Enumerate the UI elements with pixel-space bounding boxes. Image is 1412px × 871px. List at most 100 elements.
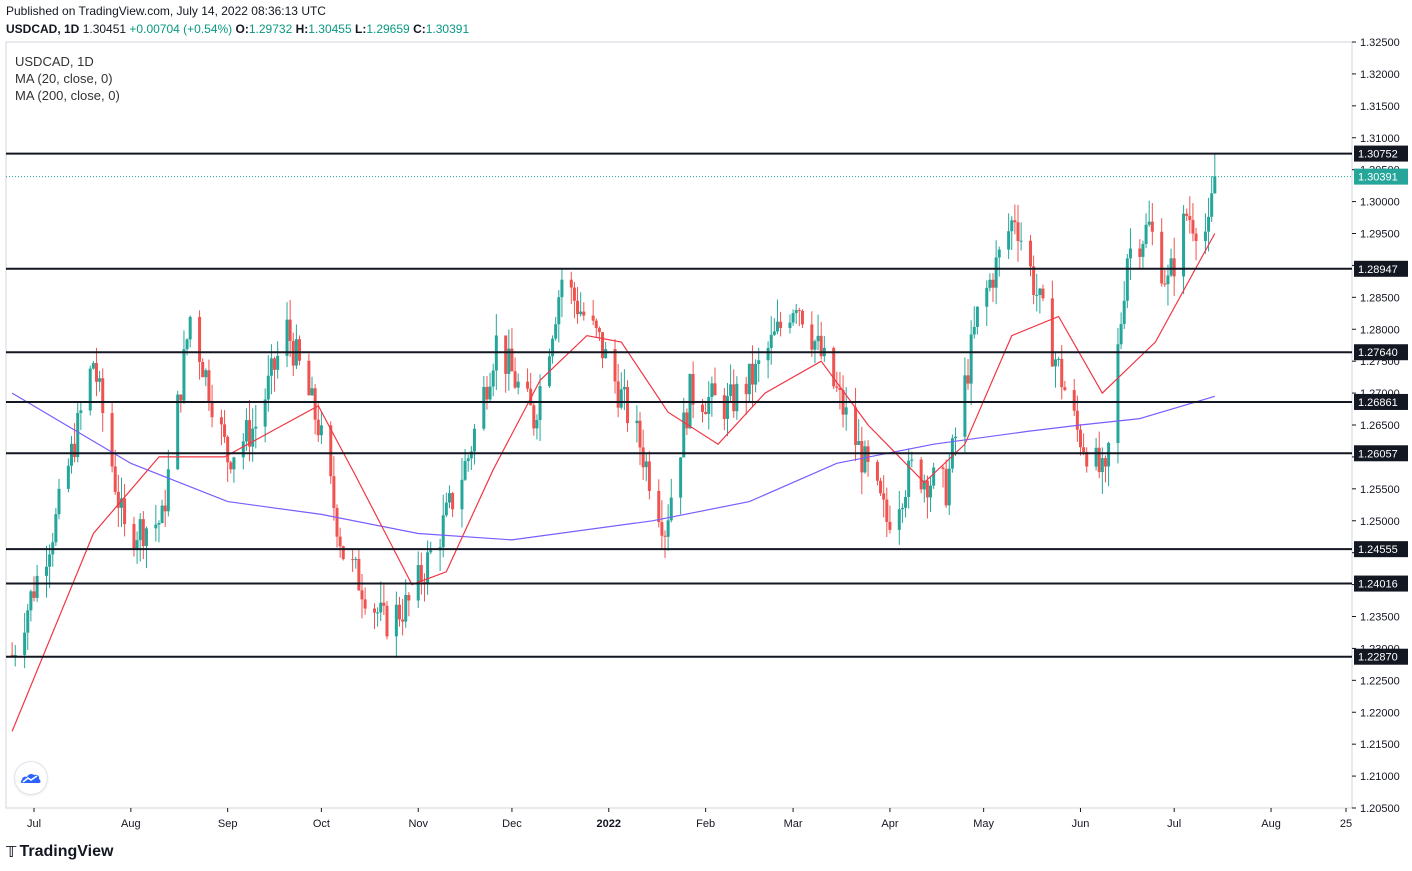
level-label: 1.28947 xyxy=(1358,264,1398,276)
x-tick-label: May xyxy=(973,818,994,830)
candle-body xyxy=(504,335,508,374)
candle-body xyxy=(354,558,358,560)
candle-body xyxy=(447,493,451,503)
low-value: 1.29659 xyxy=(366,22,410,36)
candle-body xyxy=(551,338,555,357)
plot-frame xyxy=(5,41,1353,809)
candle-body xyxy=(744,383,748,395)
candle-body xyxy=(298,339,302,361)
candle-body xyxy=(1213,176,1217,194)
candle-body xyxy=(488,386,492,400)
candle-body xyxy=(885,499,889,522)
candle-body xyxy=(341,546,345,560)
candle-body xyxy=(919,459,923,490)
candle-body xyxy=(307,360,311,396)
candle-body xyxy=(313,388,317,420)
candle-body xyxy=(1007,231,1011,250)
candle-body xyxy=(88,368,92,411)
candle-body xyxy=(929,485,933,498)
candle-body xyxy=(1119,324,1123,345)
candle-body xyxy=(76,412,80,458)
candle-body xyxy=(638,420,642,448)
close-value: 1.30391 xyxy=(425,22,470,36)
candle-body xyxy=(526,381,530,389)
candle-body xyxy=(372,608,376,613)
candle-body xyxy=(797,310,801,312)
candle-body xyxy=(1150,221,1154,232)
tradingview-cloud-icon[interactable] xyxy=(15,762,47,794)
candle-body xyxy=(263,399,267,427)
level-tag xyxy=(1354,445,1408,462)
candle-body xyxy=(44,566,48,576)
candle-body xyxy=(1019,240,1023,242)
candle-body xyxy=(682,412,686,458)
price-change: +0.00704 (+0.54%) xyxy=(129,22,233,36)
candle-body xyxy=(23,632,27,656)
candle-body xyxy=(138,519,142,541)
candle-body xyxy=(900,507,904,510)
candle-body xyxy=(713,383,717,396)
candle-body xyxy=(291,340,295,366)
candle-body xyxy=(554,324,558,339)
candle-body xyxy=(460,479,464,510)
candle-body xyxy=(166,469,170,512)
candle-body xyxy=(572,287,576,301)
candle-body xyxy=(1125,258,1129,301)
x-tick-label: Dec xyxy=(502,818,522,830)
candle-body xyxy=(1128,248,1132,259)
candle-body xyxy=(226,436,230,463)
y-tick-label: 1.29500 xyxy=(1360,229,1400,241)
y-tick-label: 1.21500 xyxy=(1360,739,1400,751)
indicator-legend: USDCAD, 1D MA (20, close, 0) MA (200, cl… xyxy=(15,53,120,104)
candle-body xyxy=(29,591,33,611)
ohlc-header: USDCAD, 1D 1.30451 +0.00704 (+0.54%) O:1… xyxy=(6,22,469,36)
y-tick-label: 1.25000 xyxy=(1360,516,1400,528)
candle-body xyxy=(925,480,929,498)
candle-body xyxy=(879,480,883,494)
candle-body xyxy=(1166,275,1170,285)
tradingview-logo[interactable]: 𝕋 TradingView xyxy=(6,843,113,861)
candle-body xyxy=(94,363,98,382)
candle-body xyxy=(857,441,861,445)
candle-body xyxy=(613,349,617,382)
candle-body xyxy=(185,339,189,350)
candle-body xyxy=(176,394,180,470)
candle-body xyxy=(13,655,17,657)
last-price-tag xyxy=(1354,168,1408,185)
candle-body xyxy=(1103,458,1107,467)
high-value: 1.30455 xyxy=(308,22,352,36)
candle-body xyxy=(110,413,114,467)
level-label: 1.22870 xyxy=(1358,652,1398,664)
y-tick-label: 1.30000 xyxy=(1360,197,1400,209)
candle-body xyxy=(1182,213,1186,277)
candle-body xyxy=(1063,387,1067,391)
candle-body xyxy=(248,420,252,447)
candle-body xyxy=(725,395,729,419)
candle-body xyxy=(1032,266,1036,295)
candle-body xyxy=(591,315,595,321)
candle-body xyxy=(66,465,70,489)
candle-body xyxy=(379,602,383,613)
legend-ma20[interactable]: MA (20, close, 0) xyxy=(15,71,113,86)
candle-body xyxy=(276,355,280,370)
candle-body xyxy=(1100,458,1104,473)
candle-body xyxy=(1085,452,1089,467)
candle-body xyxy=(647,461,651,491)
symbol-label[interactable]: USDCAD, 1D xyxy=(6,22,80,36)
candle-body xyxy=(316,419,320,436)
candle-body xyxy=(351,559,355,561)
close-label: C: xyxy=(413,22,426,36)
legend-ma200[interactable]: MA (200, close, 0) xyxy=(15,88,120,103)
candle-body xyxy=(882,493,886,500)
candle-body xyxy=(32,591,36,598)
candle-body xyxy=(229,462,233,470)
x-tick-label: Feb xyxy=(696,818,715,830)
candle-body xyxy=(204,370,208,378)
candle-body xyxy=(360,590,364,600)
y-tick-label: 1.28000 xyxy=(1360,324,1400,336)
candle-body xyxy=(969,334,973,384)
legend-symbol[interactable]: USDCAD, 1D xyxy=(15,54,94,69)
candle-body xyxy=(810,324,814,350)
candle-body xyxy=(904,497,908,508)
